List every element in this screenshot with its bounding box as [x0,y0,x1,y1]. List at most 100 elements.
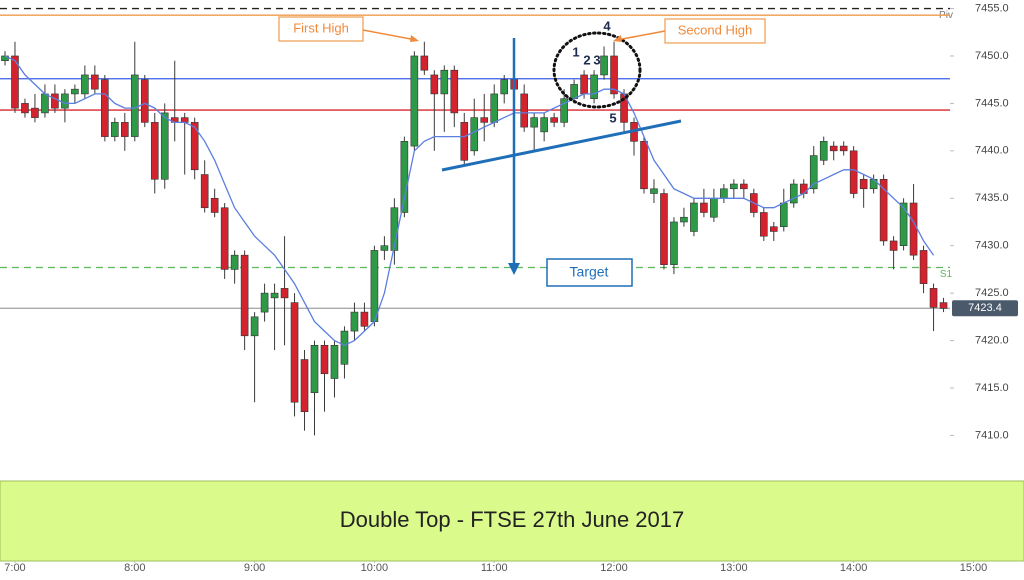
y-tick-label: 7415.0 [975,382,1009,394]
x-tick-label: 12:00 [600,562,628,574]
candle-body [190,122,199,171]
candle-body [540,117,548,133]
neckline [441,119,682,172]
y-tick-label: 7420.0 [975,334,1009,346]
candle-body [280,288,289,299]
candle-body [200,174,209,209]
candle-body [310,344,319,394]
candle-body [51,93,59,109]
x-tick-label: 15:00 [960,562,988,574]
candle-body [101,79,109,137]
candle-body [580,74,588,95]
candle-body [31,107,39,118]
x-tick-label: 13:00 [720,562,748,574]
x-tick-label: 10:00 [361,562,389,574]
swing-label: 3 [593,52,600,67]
second-high-label: Second High [678,22,752,37]
first-high-box [278,16,364,42]
moving-average [4,55,935,347]
moving-average-line [4,55,935,347]
candle-body [111,122,119,137]
y-tick-label: 7450.0 [975,50,1009,62]
candle-body [769,226,778,232]
candle-body [121,122,129,137]
candle-body [490,93,499,123]
candle-body [939,302,948,309]
candle-body [919,250,928,284]
y-tick-label: 7440.0 [975,145,1009,157]
swing-label: 5 [609,110,616,125]
candle-body [730,183,738,190]
price-tag-label: 7423.4 [968,302,1002,314]
annotations: Target 1 2 3 4 5 First High Second High [278,16,766,287]
candle-body [640,141,648,190]
candle-body [650,188,658,194]
candle-body [450,69,459,114]
candle-body [829,145,838,152]
candle-body [160,112,169,180]
second-high-arrow [616,30,666,41]
candle-body [11,55,19,109]
level-label: S1 [940,269,953,280]
target-label: Target [570,264,609,280]
candle-body [849,150,858,194]
candle-body [480,117,489,123]
candle-body [550,117,558,123]
candle-body [839,145,848,152]
candle-body [560,98,568,123]
second-high-arrow-head [613,35,622,42]
candle-body [230,254,239,270]
candle-body [929,288,938,308]
candle-body [460,122,469,161]
axes: 7410.0 7415.0 7420.0 7425.0 7430.0 7435.0 7440… [950,2,1009,441]
target-box [546,258,633,287]
candle-body [210,197,219,213]
candle-body [879,178,888,242]
candle-body [520,93,528,128]
candle-body [240,254,249,337]
candle-body [150,122,159,180]
candle-body [41,93,49,114]
candle-body [250,316,259,337]
candle-body [130,74,139,137]
candle-body [590,74,598,99]
candle-body [400,141,409,213]
price-tag [952,300,1018,317]
candle-body [889,240,898,251]
candle-body [180,117,189,123]
candle-body [71,88,79,95]
candle-body [720,188,728,199]
first-high-arrow [362,29,417,41]
candle-body [91,74,99,90]
y-tick-label: 7430.0 [975,240,1009,252]
candle-body [809,155,818,190]
x-tick-label: 7:00 [4,562,25,574]
candle-body [290,302,299,403]
candle-body [789,183,798,204]
candle-body [360,311,369,327]
x-tick-label: 8:00 [124,562,145,574]
candle-body [710,197,718,218]
x-tick-label: 11:00 [481,562,508,574]
candle-body [859,178,868,190]
candle-body [819,141,828,161]
candle-body [61,93,69,109]
candle-body [680,216,688,223]
candle-body [500,79,509,95]
candle-body [779,202,788,228]
candle-body [21,103,29,114]
first-high-arrow-head [410,35,419,42]
first-high-label: First High [293,20,349,35]
candle-body [660,193,668,265]
x-tick-label: 9:00 [244,562,265,574]
x-axis: 7:00 8:00 9:00 10:00 11:00 12:00 13:00 14:00 15:… [4,561,987,574]
candle-body [140,79,149,123]
candle-body [220,207,229,270]
candle-body [430,74,439,95]
candle-body [610,55,618,95]
y-tick-label: 7410.0 [975,429,1009,441]
candle-body [530,117,538,128]
